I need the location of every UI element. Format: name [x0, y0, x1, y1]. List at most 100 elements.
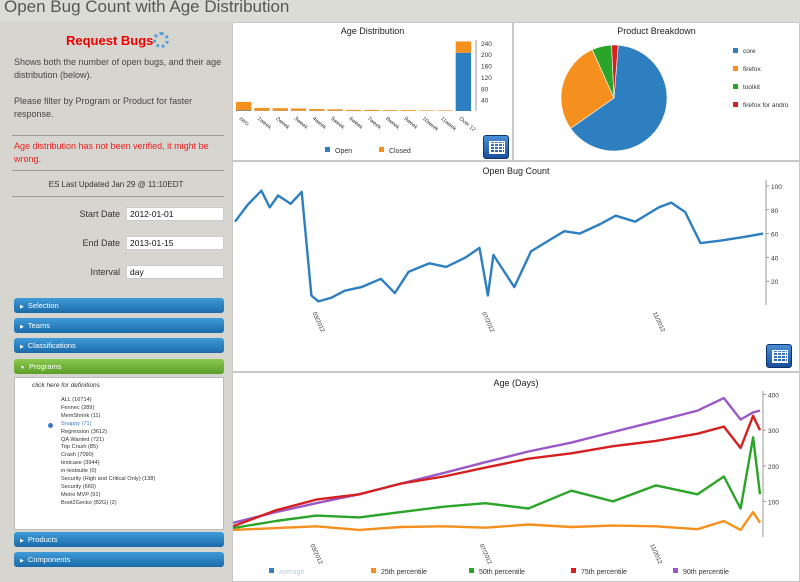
age-days-chart: 100 200 300 400 03/2012 07/2012 11/2012 average…	[233, 391, 779, 576]
program-item[interactable]: Security (High and Critical Only) (138)	[61, 476, 156, 483]
section-label: Classifications	[27, 341, 76, 350]
program-item[interactable]: Security (660)	[61, 483, 96, 490]
legend-label: firefox for andro	[743, 102, 789, 109]
program-item[interactable]: Metro MVP (91)	[61, 491, 101, 498]
program-item[interactable]: Snappy (71)	[61, 420, 92, 427]
legend-label: 90th percentile	[683, 569, 729, 576]
program-item[interactable]: Regression (3612)	[61, 428, 108, 435]
open-bug-count-panel: Open Bug Count 20 40 60 80 100 03/2012 07/2012…	[232, 161, 800, 372]
legend-swatch	[325, 147, 330, 152]
end-date-input[interactable]: 2013-01-15	[126, 236, 224, 250]
page-title: Open Bug Count with Age Distribution	[4, 0, 290, 16]
section-products[interactable]: ▶ Products	[14, 532, 224, 547]
description-text: Shows both the number of open bugs, and …	[14, 56, 224, 121]
x-tick-label: 03/2012	[311, 311, 326, 334]
chart-title: Age (Days)	[493, 378, 539, 388]
program-item[interactable]: in-testsuite (0)	[61, 468, 97, 475]
section-label: Products	[27, 535, 58, 544]
start-date-label: Start Date	[79, 209, 120, 219]
definitions-link[interactable]: click here for definitions	[32, 382, 100, 389]
chevron-right-icon: ▶	[20, 538, 24, 544]
programs-panel: click here for definitions ALL (16714) Fe…	[14, 377, 224, 530]
loading-spinner-icon	[153, 32, 169, 48]
x-tick-label: 1week	[256, 116, 272, 131]
section-label: Teams	[27, 321, 50, 330]
bar	[236, 101, 252, 111]
description: Shows both the number of open bugs, and …	[14, 57, 222, 80]
end-date-label: End Date	[82, 238, 120, 248]
y-tick-label: 60	[771, 232, 779, 239]
legend-label: 50th percentile	[479, 569, 525, 576]
pie-slice	[560, 49, 615, 129]
bar	[309, 109, 325, 111]
program-item[interactable]: testcase (3944)	[61, 460, 100, 467]
interval-label: Interval	[90, 267, 120, 277]
bar	[290, 108, 307, 111]
chevron-right-icon: ▶	[20, 304, 24, 310]
series-line	[233, 396, 761, 524]
bar	[327, 109, 343, 111]
x-tick-label: 10week	[421, 116, 440, 133]
legend-label: core	[743, 48, 756, 55]
y-tick-label: 100	[771, 184, 782, 191]
program-item[interactable]: Top Crash (85)	[61, 444, 98, 451]
y-tick-label: 240	[481, 41, 492, 48]
bar	[400, 110, 417, 111]
program-item[interactable]: Fennec (289)	[61, 404, 95, 411]
legend-label: firefox	[743, 66, 761, 73]
pie-slice	[570, 44, 668, 152]
legend-label: Open	[335, 148, 352, 155]
legend-label: toolkit	[743, 84, 760, 91]
table-view-icon[interactable]	[483, 135, 509, 159]
section-teams[interactable]: ▶ Teams	[14, 318, 224, 333]
legend-swatch	[379, 147, 384, 152]
open-bug-count-chart: 20 40 60 80 100 03/2012 07/2012 11/2012	[234, 180, 782, 334]
y-tick-label: 40	[771, 255, 779, 262]
series-line	[233, 510, 762, 532]
program-item[interactable]: MemShrink (11)	[61, 412, 101, 419]
x-tick-label: 11/2012	[648, 543, 663, 565]
bar	[437, 110, 453, 111]
y-tick-label: 20	[771, 279, 779, 286]
y-tick-label: 40	[481, 98, 489, 105]
bar	[455, 52, 471, 111]
interval-input[interactable]: day	[126, 265, 224, 279]
program-item[interactable]: Crash (7090)	[61, 452, 94, 459]
bar	[382, 110, 398, 111]
start-date-input[interactable]: 2012-01-01	[126, 207, 224, 221]
chevron-right-icon: ▶	[20, 558, 24, 564]
bar	[455, 41, 471, 53]
section-label: Components	[27, 555, 71, 564]
age-days-panel: Age (Days) 100 200 300 400 03/2012 07/2012 11/…	[232, 372, 800, 582]
section-selection[interactable]: ▶ Selection	[14, 298, 224, 313]
x-tick-label: 8week	[384, 116, 400, 131]
chevron-right-icon: ▶	[20, 344, 24, 350]
legend-label: 75th percentile	[581, 569, 627, 576]
table-view-icon[interactable]	[766, 344, 792, 368]
pie-slice	[611, 44, 619, 99]
legend-swatch	[733, 102, 738, 107]
section-label: Programs	[28, 362, 62, 371]
x-tick-label: 11week	[439, 116, 457, 133]
x-tick-label: 03/2012	[308, 543, 323, 566]
x-tick-label: 3week	[293, 116, 309, 131]
product-breakdown-chart: core firefox toolkit firefox for andro	[560, 44, 789, 152]
legend-label: average	[279, 569, 304, 576]
program-item[interactable]: ALL (16714)	[61, 397, 92, 403]
chart-title: Age Distribution	[340, 26, 405, 36]
program-item[interactable]: QA Wanted (721)	[61, 436, 105, 443]
age-distribution-chart: 40 80 120 160 200 240 zero 1week 2week 3week 4week…	[236, 40, 492, 155]
program-item[interactable]: Boot2Gecko (B2G) (2)	[61, 499, 117, 506]
y-tick-label: 200	[768, 464, 779, 471]
section-components[interactable]: ▶ Components	[14, 552, 224, 567]
bar	[419, 110, 435, 111]
section-classifications[interactable]: ▶ Classifications	[14, 338, 224, 353]
chevron-right-icon: ▶	[20, 324, 24, 330]
section-programs[interactable]: ▼ Programs	[14, 359, 224, 374]
y-tick-label: 80	[771, 208, 779, 215]
x-tick-label: 11/2012	[651, 311, 666, 333]
y-tick-label: 200	[481, 52, 492, 59]
legend-swatch	[673, 568, 678, 573]
bar	[272, 108, 288, 111]
request-bugs-button[interactable]: Request Bugs	[66, 33, 154, 48]
